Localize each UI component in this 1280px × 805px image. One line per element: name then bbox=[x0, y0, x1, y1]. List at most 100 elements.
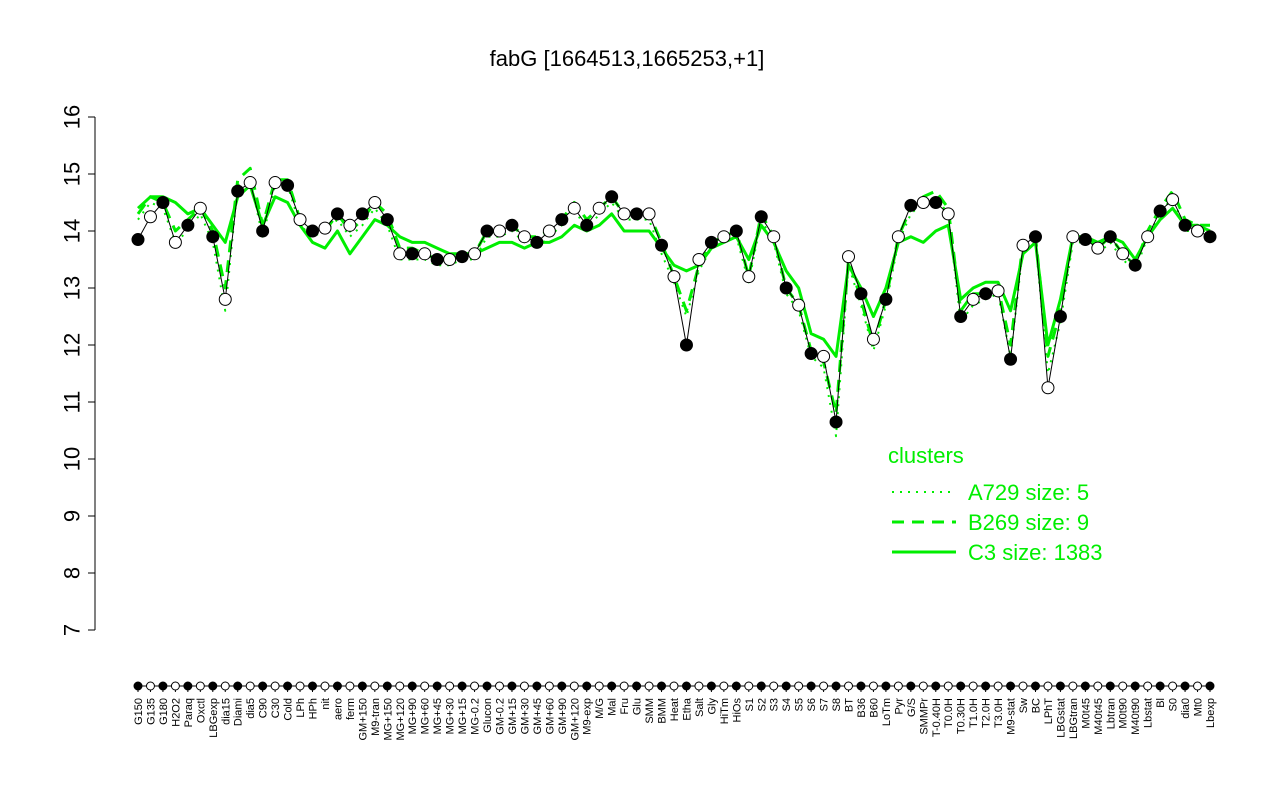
data-point bbox=[517, 230, 531, 244]
data-point bbox=[405, 247, 419, 261]
rug-point bbox=[731, 681, 741, 691]
x-tick-label: Sw bbox=[1018, 698, 1030, 713]
x-tick-label: dia0 bbox=[1180, 698, 1192, 719]
rug-point bbox=[357, 681, 367, 691]
data-point bbox=[717, 230, 731, 244]
x-tick-label: MG+90 bbox=[407, 698, 419, 734]
rug-point bbox=[1205, 681, 1215, 691]
x-tick-label: MG+45 bbox=[432, 698, 444, 734]
data-point bbox=[804, 347, 818, 361]
x-tick-label: Mal bbox=[607, 698, 619, 716]
x-tick-label: Pyr bbox=[893, 698, 905, 715]
x-tick-label: M40t45 bbox=[1093, 698, 1105, 735]
data-point bbox=[929, 196, 943, 209]
rug-point bbox=[1155, 681, 1165, 691]
cluster-lines bbox=[136, 166, 1211, 438]
x-tick-label: T2.0H bbox=[981, 698, 993, 728]
x-tick-label: GM+120 bbox=[569, 698, 581, 741]
data-point bbox=[1004, 352, 1018, 366]
data-point bbox=[630, 207, 644, 221]
x-tick-label: GM+150 bbox=[357, 698, 369, 741]
y-tick-label: 7 bbox=[60, 624, 85, 636]
x-tick-label: M9-stat bbox=[1006, 698, 1018, 735]
rug-point bbox=[1055, 681, 1065, 691]
data-point bbox=[181, 218, 195, 232]
rug-point bbox=[395, 681, 405, 691]
data-point bbox=[1116, 247, 1130, 261]
rug-point bbox=[819, 681, 829, 691]
rug-point bbox=[245, 681, 255, 691]
rug-point bbox=[644, 681, 654, 691]
x-tick-label: S8 bbox=[831, 698, 843, 711]
rug-point bbox=[1018, 681, 1028, 691]
rug-point bbox=[856, 681, 866, 691]
rug-point bbox=[844, 681, 854, 691]
x-tick-label: GM+90 bbox=[557, 698, 569, 734]
data-point bbox=[530, 235, 544, 249]
rug-point bbox=[320, 681, 330, 691]
x-tick-label: Oxctl bbox=[195, 698, 207, 723]
x-tick-label: LBGexp bbox=[208, 698, 220, 738]
rug-point bbox=[893, 681, 903, 691]
x-tick-label: MG+120 bbox=[395, 698, 407, 741]
rug-point bbox=[258, 681, 268, 691]
x-tick-label: Etha bbox=[681, 697, 693, 721]
rug-point bbox=[145, 681, 155, 691]
legend: clusters A729 size: 5 B269 size: 9 C3 size… bbox=[888, 443, 1103, 565]
rug-point bbox=[544, 681, 554, 691]
data-point bbox=[792, 298, 806, 312]
rug-point bbox=[407, 681, 417, 691]
rug-point bbox=[133, 681, 143, 691]
y-tick-label: 15 bbox=[60, 162, 85, 186]
data-point bbox=[667, 270, 681, 284]
x-tick-label: Salt bbox=[694, 698, 706, 717]
data-point bbox=[754, 210, 768, 224]
chart-title: fabG [1664513,1665253,+1] bbox=[490, 46, 765, 71]
data-point bbox=[605, 190, 619, 204]
x-tick-label: M40t90 bbox=[1130, 698, 1142, 735]
data-point bbox=[343, 218, 357, 232]
x-tick-label: GM+30 bbox=[519, 698, 531, 734]
x-tick-label: MG+15 bbox=[457, 698, 469, 734]
x-tick-label: M0t45 bbox=[1080, 698, 1092, 729]
x-tick-label: G135 bbox=[145, 698, 157, 725]
data-point bbox=[455, 250, 469, 264]
rug-point bbox=[270, 681, 280, 691]
x-tick-label: MG+30 bbox=[445, 698, 457, 734]
x-tick-label: Mt0 bbox=[1193, 698, 1205, 716]
x-tick-label: ferm bbox=[345, 698, 357, 720]
data-point bbox=[1128, 258, 1142, 272]
x-tick-label: GM+45 bbox=[532, 698, 544, 734]
data-point bbox=[1103, 230, 1117, 244]
data-point bbox=[143, 210, 157, 224]
data-point bbox=[954, 310, 968, 323]
rug-point bbox=[1080, 681, 1090, 691]
rug-point bbox=[657, 681, 667, 691]
legend-title: clusters bbox=[888, 443, 964, 468]
legend-entry: A729 size: 5 bbox=[968, 480, 1089, 505]
rug-point bbox=[295, 681, 305, 691]
data-points bbox=[131, 176, 1217, 691]
x-tick-label: S1 bbox=[744, 698, 756, 711]
x-tick-label: M0t90 bbox=[1118, 698, 1130, 729]
x-tick-label: MG-0.2 bbox=[470, 698, 482, 735]
data-point bbox=[1078, 233, 1092, 247]
x-tick-label: BMM bbox=[657, 698, 669, 724]
data-point bbox=[1028, 230, 1042, 244]
data-point bbox=[891, 230, 905, 244]
x-tick-label: SMM bbox=[644, 698, 656, 724]
data-point bbox=[1066, 230, 1080, 244]
rug-point bbox=[308, 681, 318, 691]
data-point bbox=[1191, 224, 1205, 238]
x-tick-label: Gly bbox=[706, 698, 718, 715]
rug-point bbox=[681, 681, 691, 691]
x-tick-label: LoTm bbox=[881, 698, 893, 726]
data-point bbox=[817, 349, 831, 363]
data-point bbox=[580, 218, 594, 232]
x-tick-label: GM-0.2 bbox=[494, 698, 506, 735]
data-point bbox=[642, 207, 656, 221]
x-tick-label: Glu bbox=[632, 698, 644, 715]
data-point bbox=[281, 178, 295, 192]
data-point bbox=[206, 230, 220, 244]
data-point bbox=[443, 253, 457, 266]
